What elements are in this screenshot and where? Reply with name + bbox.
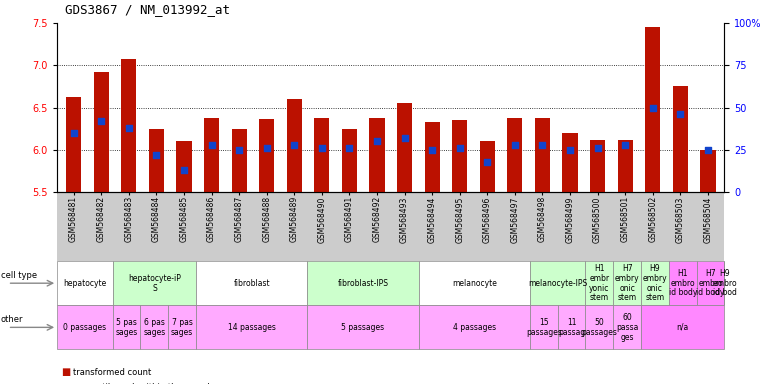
Text: melanocyte-IPS: melanocyte-IPS <box>528 279 587 288</box>
Text: hepatocyte-iP
S: hepatocyte-iP S <box>128 274 181 293</box>
Point <box>454 145 466 151</box>
Bar <box>231 129 247 192</box>
Text: H1
embr
yonic
stem: H1 embr yonic stem <box>589 264 610 302</box>
Text: 4 passages: 4 passages <box>453 323 495 332</box>
Point <box>205 142 218 148</box>
Text: other: other <box>1 315 24 324</box>
Text: H9
embry
onic
stem: H9 embry onic stem <box>642 264 667 302</box>
Point <box>619 142 632 148</box>
Bar <box>94 72 109 192</box>
Point <box>591 145 603 151</box>
Point <box>150 152 162 158</box>
Point <box>399 135 411 141</box>
Point <box>233 147 245 153</box>
Text: ■: ■ <box>61 367 70 377</box>
Point <box>260 145 272 151</box>
Bar <box>452 120 467 192</box>
Bar <box>121 58 136 192</box>
Point <box>426 147 438 153</box>
Point <box>316 145 328 151</box>
Point <box>343 145 355 151</box>
Bar <box>700 150 715 192</box>
Bar <box>287 99 302 192</box>
Text: 7 pas
sages: 7 pas sages <box>171 318 193 337</box>
Text: cell type: cell type <box>1 271 37 280</box>
Bar <box>425 122 440 192</box>
Point <box>537 142 549 148</box>
Bar <box>535 118 550 192</box>
Point <box>674 111 686 118</box>
Text: GDS3867 / NM_013992_at: GDS3867 / NM_013992_at <box>65 3 230 17</box>
Text: transformed count: transformed count <box>73 368 151 377</box>
Point <box>68 130 80 136</box>
Bar <box>204 118 219 192</box>
Text: fibroblast: fibroblast <box>234 279 270 288</box>
Text: 50
passages: 50 passages <box>581 318 617 337</box>
Bar <box>590 140 605 192</box>
Bar <box>479 141 495 192</box>
Text: H9
embro
id bod: H9 embro id bod <box>712 269 737 297</box>
Bar <box>342 129 357 192</box>
Point <box>564 147 576 153</box>
Text: hepatocyte: hepatocyte <box>63 279 107 288</box>
Bar <box>66 98 81 192</box>
Point <box>702 147 714 153</box>
Text: percentile rank within the sample: percentile rank within the sample <box>73 383 215 384</box>
Text: 11
passag: 11 passag <box>558 318 585 337</box>
Text: n/a: n/a <box>677 323 689 332</box>
Text: fibroblast-IPS: fibroblast-IPS <box>337 279 388 288</box>
Bar <box>508 118 523 192</box>
Text: 6 pas
sages: 6 pas sages <box>143 318 166 337</box>
Text: H7
embry
onic
stem: H7 embry onic stem <box>615 264 639 302</box>
Point <box>647 104 659 111</box>
Point <box>178 167 190 173</box>
Text: ■: ■ <box>61 383 70 384</box>
Text: 15
passages: 15 passages <box>526 318 562 337</box>
Point <box>123 125 135 131</box>
Bar <box>645 27 661 192</box>
Bar <box>314 118 330 192</box>
Text: H1
embro
id body: H1 embro id body <box>669 269 697 297</box>
Point <box>509 142 521 148</box>
Bar <box>369 118 384 192</box>
Point <box>371 138 383 144</box>
Text: 60
passa
ges: 60 passa ges <box>616 313 638 341</box>
Text: 14 passages: 14 passages <box>228 323 275 332</box>
Point <box>95 118 107 124</box>
Point <box>288 142 301 148</box>
Text: 5 passages: 5 passages <box>342 323 384 332</box>
Bar <box>618 140 633 192</box>
Text: melanocyte: melanocyte <box>452 279 497 288</box>
Text: 0 passages: 0 passages <box>63 323 107 332</box>
Bar <box>673 86 688 192</box>
Bar <box>148 129 164 192</box>
Text: H7
embro
id body: H7 embro id body <box>696 269 724 297</box>
Bar <box>259 119 274 192</box>
Bar <box>397 103 412 192</box>
Text: 5 pas
sages: 5 pas sages <box>116 318 138 337</box>
Point <box>481 159 493 165</box>
Bar <box>177 141 192 192</box>
Bar <box>562 133 578 192</box>
